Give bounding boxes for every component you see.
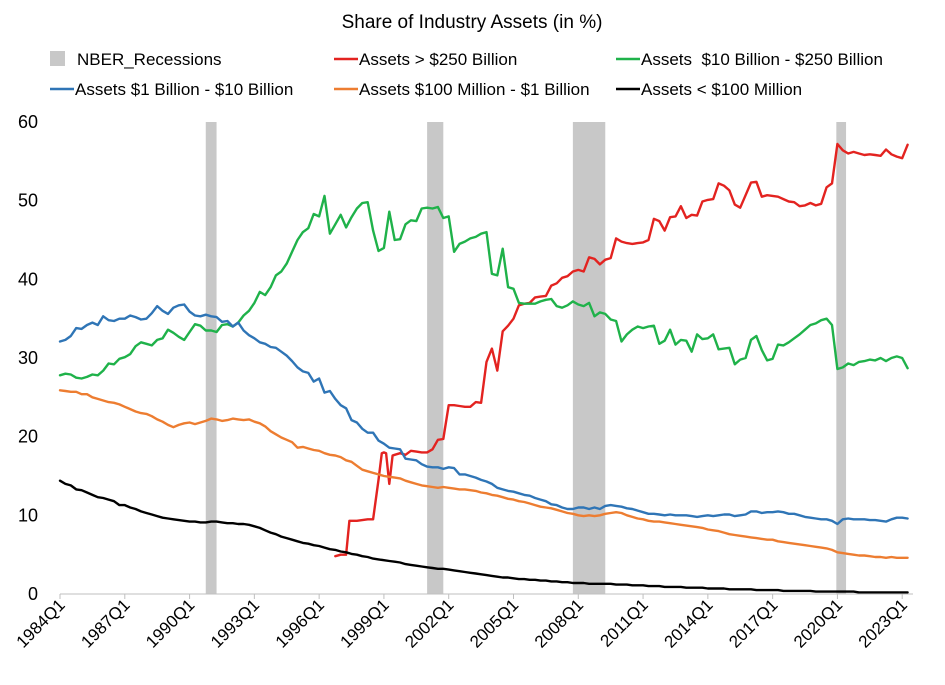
x-tick-label-3: 1993Q1 — [207, 595, 263, 651]
series-line-3 — [58, 303, 909, 526]
y-tick-label-0: 0 — [28, 584, 38, 604]
series-line-2 — [58, 194, 909, 380]
x-tick-label-13: 2023Q1 — [855, 595, 911, 651]
legend-label-10b-250b: Assets $10 Billion - $250 Billion — [641, 50, 883, 69]
legend-label-over-250b: Assets > $250 Billion — [359, 50, 517, 69]
y-tick-label-1: 10 — [18, 505, 38, 525]
x-tick-label-6: 2002Q1 — [401, 595, 457, 651]
series-line-4 — [58, 389, 909, 559]
legend-label-recessions: NBER_Recessions — [77, 50, 222, 69]
x-tick-label-1: 1987Q1 — [77, 595, 133, 651]
legend-item-under-100m: Assets < $100 Million — [616, 80, 802, 99]
legend-item-10b-250b: Assets $10 Billion - $250 Billion — [616, 50, 883, 69]
x-tick-label-2: 1990Q1 — [142, 595, 198, 651]
y-tick-label-5: 50 — [18, 191, 38, 211]
legend-label-under-100m: Assets < $100 Million — [641, 80, 802, 99]
series-lines — [58, 142, 909, 594]
chart-title: Share of Industry Assets (in %) — [342, 12, 603, 33]
recession-bands — [205, 122, 847, 594]
legend-label-100m-1b: Assets $100 Million - $1 Billion — [359, 80, 590, 99]
x-tick-label-11: 2017Q1 — [725, 595, 781, 651]
series-line-1 — [334, 142, 909, 558]
legend-swatch-recessions — [50, 51, 65, 66]
x-tick-label-5: 1999Q1 — [337, 595, 393, 651]
y-tick-label-2: 20 — [18, 427, 38, 447]
x-tick-label-7: 2005Q1 — [466, 595, 522, 651]
recession-band-3 — [572, 122, 606, 594]
x-tick-label-0: 1984Q1 — [13, 595, 69, 651]
recession-band-2 — [427, 122, 444, 594]
legend: NBER_Recessions Assets > $250 Billion As… — [50, 50, 883, 99]
x-tick-label-9: 2011Q1 — [597, 595, 652, 650]
y-tick-label-3: 30 — [18, 348, 38, 368]
series-line-5 — [58, 479, 909, 594]
legend-item-over-250b: Assets > $250 Billion — [334, 50, 517, 69]
x-tick-label-12: 2020Q1 — [790, 595, 846, 651]
legend-item-1b-10b: Assets $1 Billion - $10 Billion — [50, 80, 293, 99]
y-tick-label-6: 60 — [18, 112, 38, 132]
legend-item-100m-1b: Assets $100 Million - $1 Billion — [334, 80, 590, 99]
x-tick-label-8: 2008Q1 — [531, 595, 587, 651]
recession-band-4 — [836, 122, 847, 594]
x-tick-label-10: 2014Q1 — [660, 595, 716, 651]
recession-band-1 — [205, 122, 217, 594]
legend-item-recessions: NBER_Recessions — [50, 50, 222, 69]
x-tick-label-4: 1996Q1 — [272, 595, 328, 651]
y-tick-label-4: 40 — [18, 269, 38, 289]
legend-label-1b-10b: Assets $1 Billion - $10 Billion — [75, 80, 293, 99]
